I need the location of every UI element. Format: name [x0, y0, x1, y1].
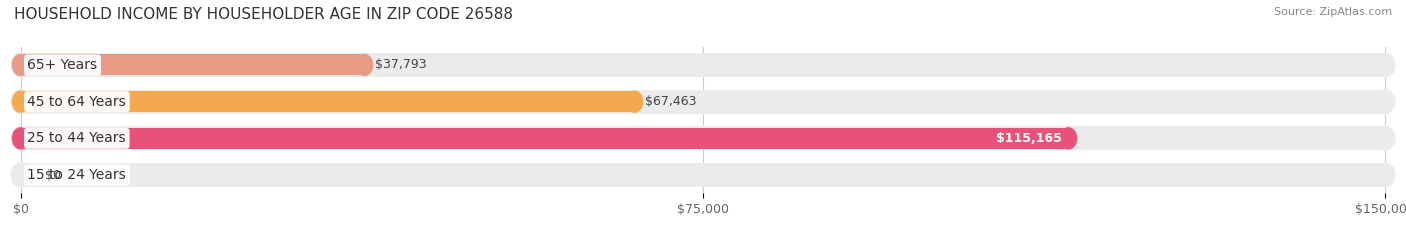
Ellipse shape — [13, 128, 30, 149]
Ellipse shape — [1376, 127, 1395, 150]
Text: HOUSEHOLD INCOME BY HOUSEHOLDER AGE IN ZIP CODE 26588: HOUSEHOLD INCOME BY HOUSEHOLDER AGE IN Z… — [14, 7, 513, 22]
Ellipse shape — [626, 91, 643, 112]
Ellipse shape — [1376, 163, 1395, 187]
Ellipse shape — [356, 55, 373, 75]
Ellipse shape — [11, 90, 31, 113]
Ellipse shape — [1060, 128, 1077, 149]
Ellipse shape — [11, 163, 31, 187]
Bar — [21, 90, 1385, 113]
Bar — [21, 128, 1069, 149]
Bar — [21, 91, 634, 112]
Text: Source: ZipAtlas.com: Source: ZipAtlas.com — [1274, 7, 1392, 17]
Text: 25 to 44 Years: 25 to 44 Years — [28, 131, 127, 145]
Bar — [21, 163, 1385, 187]
Bar — [21, 55, 364, 75]
Ellipse shape — [11, 53, 31, 77]
Text: $0: $0 — [45, 168, 62, 182]
Ellipse shape — [13, 91, 30, 112]
Text: $37,793: $37,793 — [375, 58, 427, 72]
Bar — [21, 127, 1385, 150]
Ellipse shape — [13, 55, 30, 75]
Text: $115,165: $115,165 — [995, 132, 1062, 145]
Text: 45 to 64 Years: 45 to 64 Years — [28, 95, 127, 109]
Text: 15 to 24 Years: 15 to 24 Years — [28, 168, 127, 182]
Bar — [21, 53, 1385, 77]
Text: 65+ Years: 65+ Years — [28, 58, 97, 72]
Ellipse shape — [1376, 53, 1395, 77]
Text: $67,463: $67,463 — [645, 95, 697, 108]
Ellipse shape — [11, 127, 31, 150]
Ellipse shape — [1376, 90, 1395, 113]
